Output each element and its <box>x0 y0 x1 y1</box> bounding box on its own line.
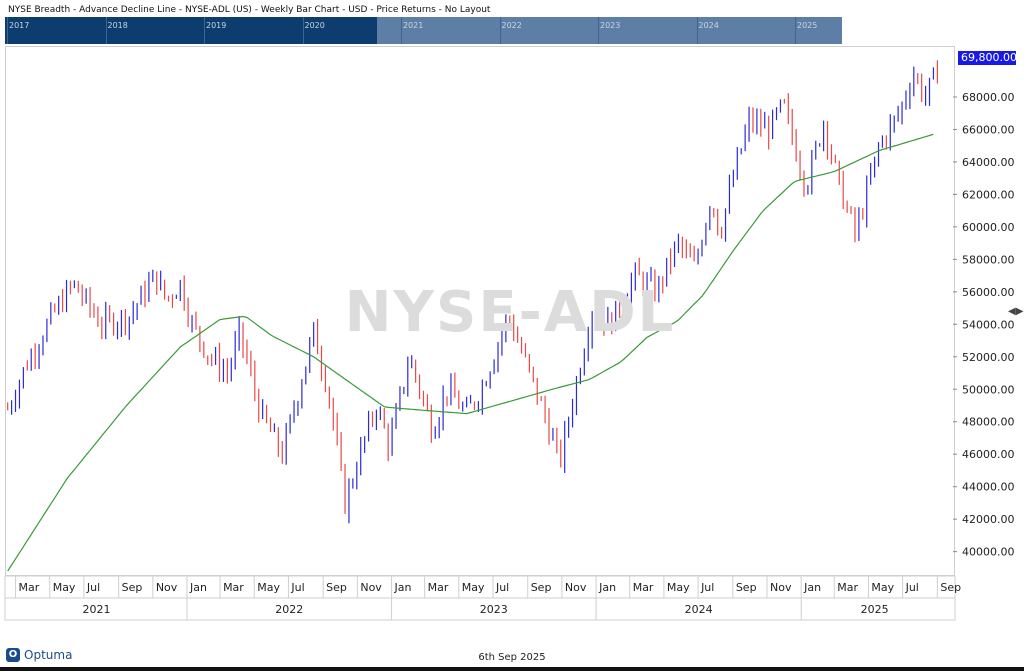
x-tick-label: May <box>667 581 690 594</box>
navigator-window[interactable] <box>377 17 845 44</box>
x-tick-label: Jul <box>905 581 919 594</box>
y-tick-label: 60000.00 <box>962 221 1015 234</box>
axis-scroll-icon[interactable]: ◀▶ <box>1008 306 1024 317</box>
x-tick-label: Sep <box>531 581 552 594</box>
x-tick-label: Jul <box>86 581 100 594</box>
x-tick-label: Mar <box>223 581 244 594</box>
y-tick-label: 48000.00 <box>962 416 1015 429</box>
navigator-year: 2025 <box>797 21 818 30</box>
moving-average-line <box>7 133 934 572</box>
y-tick-label: 46000.00 <box>962 448 1015 461</box>
x-axis-year-band <box>4 597 956 621</box>
x-tick-label: May <box>257 581 280 594</box>
optuma-logo: O Optuma <box>6 648 72 662</box>
chart-title: NYSE Breadth - Advance Decline Line - NY… <box>8 5 491 15</box>
x-tick-label: Nov <box>565 581 587 594</box>
x-tick-label: Jul <box>700 581 714 594</box>
y-tick-label: 44000.00 <box>962 481 1015 494</box>
x-year-label: 2023 <box>480 603 508 616</box>
x-tick-label: May <box>53 581 76 594</box>
navigator-year: 2018 <box>107 21 128 30</box>
navigator-year: 2017 <box>9 21 30 30</box>
bottom-rule <box>0 667 1024 671</box>
x-year-label: 2025 <box>861 603 889 616</box>
footer-date: 6th Sep 2025 <box>478 652 546 663</box>
y-tick-label: 64000.00 <box>962 156 1015 169</box>
y-tick-label: 66000.00 <box>962 123 1015 136</box>
navigator-tick <box>401 17 402 44</box>
navigator-year: 2024 <box>698 21 719 30</box>
navigator-tick <box>302 17 304 44</box>
x-tick-label: Sep <box>736 581 757 594</box>
x-year-label: 2022 <box>275 603 303 616</box>
y-axis: 40000.00 42000.00 44000.00 46000.00 48000.00… <box>953 91 1015 559</box>
x-year-label: 2024 <box>685 603 713 616</box>
navigator-year: 2021 <box>403 21 424 30</box>
x-tick-label: Sep <box>122 581 143 594</box>
navigator-tick <box>204 17 205 44</box>
y-tick-label: 62000.00 <box>962 188 1015 201</box>
y-tick-label: 42000.00 <box>962 513 1015 526</box>
x-tick-label: Mar <box>19 581 40 594</box>
y-tick-label: 52000.00 <box>962 351 1015 364</box>
x-tick-label: Jan <box>598 581 616 594</box>
x-tick-label: Mar <box>428 581 449 594</box>
time-navigator[interactable]: 2017 2018 2019 2020 2021 2022 2023 2024 2025 <box>5 17 845 44</box>
optuma-logo-icon: O <box>6 648 20 662</box>
x-tick-label: Mar <box>837 581 858 594</box>
navigator-scroll-area <box>842 17 1017 44</box>
x-tick-label: May <box>462 581 485 594</box>
x-tick-label: Jul <box>290 581 304 594</box>
navigator-tick <box>598 17 599 44</box>
price-bars <box>7 60 938 524</box>
watermark: NYSE-ADL <box>344 280 676 345</box>
navigator-year: 2022 <box>501 21 522 30</box>
navigator-tick <box>499 17 501 44</box>
navigator-tick <box>7 17 8 44</box>
y-tick-label: 54000.00 <box>962 318 1015 331</box>
x-year-label: 2021 <box>83 603 111 616</box>
y-tick-label: 40000.00 <box>962 546 1015 559</box>
x-tick-label: Jan <box>394 581 412 594</box>
y-tick-label: 68000.00 <box>962 91 1015 104</box>
optuma-logo-text: Optuma <box>24 648 73 662</box>
navigator-tick <box>105 17 107 44</box>
chart-canvas[interactable]: 40000.00 42000.00 44000.00 46000.00 48000.00… <box>0 0 1024 644</box>
y-tick-label: 50000.00 <box>962 383 1015 396</box>
y-tick-label: 58000.00 <box>962 253 1015 266</box>
navigator-year: 2023 <box>600 21 621 30</box>
last-price-label: 69,800.00 <box>958 51 1016 65</box>
navigator-tick <box>696 17 698 44</box>
x-tick-label: Jul <box>495 581 509 594</box>
y-tick-label: 56000.00 <box>962 286 1015 299</box>
x-tick-label: Nov <box>770 581 792 594</box>
navigator-year: 2019 <box>206 21 227 30</box>
navigator-tick <box>795 17 796 44</box>
footer: O Optuma 6th Sep 2025 <box>0 644 1024 671</box>
x-axis: Mar May Jul Sep Nov Jan Mar May Jul Sep Nov Jan Mar M… <box>4 575 961 621</box>
x-tick-label: Sep <box>940 581 961 594</box>
moving-average <box>7 133 934 572</box>
x-tick-label: Nov <box>156 581 178 594</box>
navigator-year: 2020 <box>304 21 325 30</box>
x-tick-label: Sep <box>326 581 347 594</box>
x-tick-label: Jan <box>189 581 207 594</box>
x-tick-label: Nov <box>360 581 382 594</box>
x-tick-label: May <box>871 581 894 594</box>
x-tick-label: Mar <box>633 581 654 594</box>
x-tick-label: Jan <box>803 581 821 594</box>
